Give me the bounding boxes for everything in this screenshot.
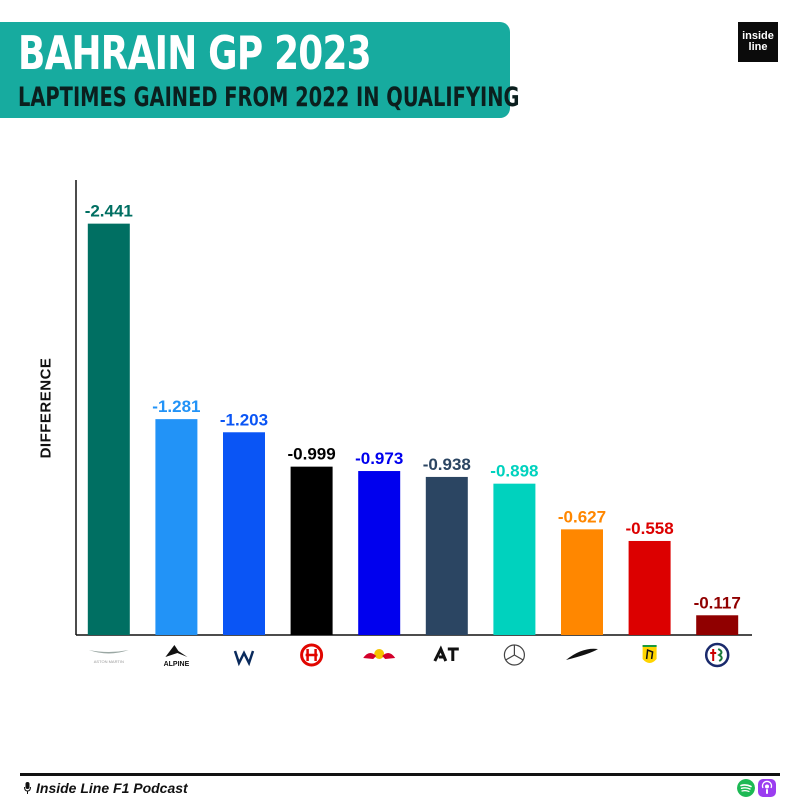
logo-line1: inside bbox=[742, 30, 774, 42]
alpine-logo: ALPINE bbox=[164, 645, 190, 668]
footer: Inside Line F1 Podcast bbox=[24, 780, 188, 796]
svg-text:ASTON MARTIN: ASTON MARTIN bbox=[94, 659, 124, 664]
bar-alpine bbox=[155, 419, 198, 635]
red-bull-logo bbox=[363, 649, 396, 659]
inside-line-logo: inside line bbox=[738, 22, 778, 62]
mercedes-logo bbox=[503, 644, 526, 666]
data-label: -0.627 bbox=[558, 507, 606, 526]
chart-title: BAHRAIN GP 2023 bbox=[18, 26, 372, 80]
bar-alfa-romeo bbox=[696, 615, 739, 635]
title-banner: BAHRAIN GP 2023 LAPTIMES GAINED FROM 202… bbox=[0, 22, 519, 118]
williams-logo bbox=[233, 650, 255, 667]
data-label: -0.973 bbox=[355, 449, 403, 468]
ferrari-logo bbox=[642, 645, 657, 663]
footer-divider bbox=[20, 773, 780, 776]
microphone-icon bbox=[24, 782, 31, 794]
spotify-icon[interactable] bbox=[737, 779, 755, 797]
bar-mercedes bbox=[493, 483, 536, 635]
data-label: -1.203 bbox=[220, 410, 268, 429]
bar-ferrari bbox=[628, 540, 671, 635]
svg-text:ALPINE: ALPINE bbox=[164, 661, 190, 668]
mclaren-logo bbox=[566, 648, 598, 660]
bar-williams bbox=[223, 432, 265, 635]
apple-podcasts-icon[interactable] bbox=[758, 779, 776, 797]
chart-subtitle: LAPTIMES GAINED FROM 2022 IN QUALIFYING bbox=[18, 82, 520, 113]
haas-logo bbox=[300, 643, 324, 667]
aston-martin-logo: ASTON MARTIN bbox=[88, 650, 129, 664]
alfa-romeo-logo bbox=[704, 642, 730, 668]
data-label: -0.117 bbox=[694, 593, 741, 612]
data-label: -2.441 bbox=[85, 202, 133, 221]
bar-haas bbox=[290, 466, 333, 635]
data-label: -0.999 bbox=[287, 445, 335, 464]
data-label: -1.281 bbox=[152, 397, 200, 416]
bar-red-bull bbox=[358, 471, 401, 635]
podcast-name: Inside Line F1 Podcast bbox=[36, 780, 188, 796]
bar-mclaren bbox=[561, 529, 603, 635]
bar-aston-martin bbox=[87, 223, 130, 635]
data-label: -0.898 bbox=[490, 462, 538, 481]
data-label: -0.938 bbox=[423, 455, 471, 474]
data-label: -0.558 bbox=[625, 519, 673, 538]
alphatauri-logo bbox=[433, 645, 459, 662]
logo-line2: line bbox=[748, 41, 768, 53]
bar-alphatauri bbox=[425, 476, 468, 635]
